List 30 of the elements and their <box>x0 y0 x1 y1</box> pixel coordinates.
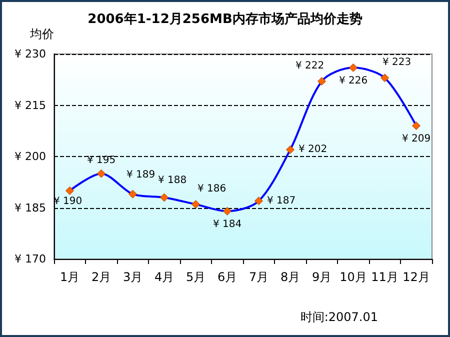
data-label: ¥ 187 <box>267 195 296 206</box>
data-label: ¥ 202 <box>298 144 328 156</box>
x-tick-label: 6月 <box>217 270 238 284</box>
data-label: ¥ 184 <box>212 218 242 230</box>
x-tick-label: 3月 <box>122 270 143 284</box>
y-tick-label: ¥ 170 <box>14 252 46 266</box>
x-tick-label: 7月 <box>248 270 269 284</box>
x-tick-label: 12月 <box>402 270 430 284</box>
y-tick-label: ¥ 230 <box>14 48 46 60</box>
x-tick-label: 4月 <box>154 270 174 284</box>
y-tick-label: ¥ 215 <box>14 98 46 112</box>
y-axis-title: 均价 <box>29 27 54 41</box>
x-tick-label: 2月 <box>91 270 112 284</box>
x-tick-label: 1月 <box>60 270 80 284</box>
data-label: ¥ 188 <box>158 174 187 186</box>
chart-title: 2006年1-12月256MB内存市场产品均价走势 <box>88 11 362 27</box>
x-tick-label: 8月 <box>280 270 300 284</box>
x-tick-label: 9月 <box>312 270 332 284</box>
data-label: ¥ 189 <box>126 169 156 180</box>
y-tick-label: ¥ 185 <box>14 201 46 214</box>
x-tick-label: 11月 <box>371 270 398 284</box>
text: 时间:2007.01 <box>300 310 378 324</box>
data-label: ¥ 186 <box>198 184 226 195</box>
x-tick-label: 10月 <box>340 270 367 284</box>
y-tick-label: ¥ 200 <box>14 150 46 163</box>
x-tick-label: 5月 <box>186 270 206 284</box>
data-label: ¥ 226 <box>338 75 368 86</box>
data-label: ¥ 223 <box>382 57 412 68</box>
data-label: ¥ 209 <box>402 134 431 144</box>
data-label: ¥ 222 <box>296 60 324 72</box>
